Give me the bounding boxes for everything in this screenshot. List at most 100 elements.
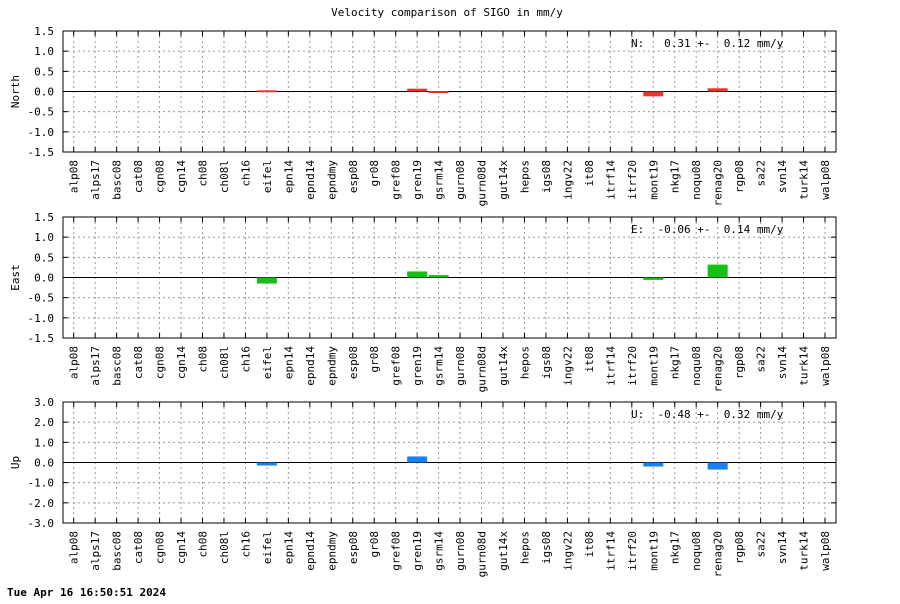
x-tick-label: noqu08 — [690, 160, 703, 200]
x-tick-label: walp08 — [819, 531, 832, 571]
y-tick-label: -1.0 — [28, 477, 55, 490]
x-tick-label: gsrm14 — [433, 160, 446, 200]
x-tick-label: basc08 — [111, 531, 124, 571]
bar-eifel — [256, 90, 277, 93]
x-tick-label: rgp08 — [733, 346, 746, 379]
x-tick-label: gref08 — [390, 160, 403, 200]
x-tick-label: gut14x — [497, 346, 510, 386]
x-tick-label: ch08l — [218, 160, 231, 193]
y-tick-label: 0.0 — [34, 272, 54, 285]
x-tick-label: cat08 — [132, 531, 145, 564]
y-tick-label: 0.0 — [34, 457, 54, 470]
panel-annotation: N: 0.31 +- 0.12 mm/y — [631, 37, 784, 50]
x-tick-label: gut14x — [497, 160, 510, 200]
chart-panel-up: 3.0 2.0 1.0 0.0 -1.0 -2.0 -3.0 alp08 alps17 basc0… — [9, 396, 837, 577]
bar-gsrm14 — [428, 91, 449, 94]
x-tick-label: esp08 — [347, 531, 360, 564]
y-tick-label: -1.5 — [28, 332, 55, 345]
y-tick-label: -3.0 — [28, 517, 55, 530]
x-tick-label: igs08 — [540, 160, 553, 193]
x-tick-label: gurn08 — [454, 531, 467, 571]
y-axis-label: North — [9, 75, 22, 108]
x-tick-label: noqu08 — [690, 531, 703, 571]
x-tick-label: epnd14 — [304, 346, 317, 386]
chart-title: Velocity comparison of SIGO in mm/y — [331, 6, 563, 19]
x-tick-label: itrf14 — [604, 160, 617, 200]
x-tick-label: walp08 — [819, 160, 832, 200]
x-tick-label: walp08 — [819, 346, 832, 386]
x-tick-label: igs08 — [540, 346, 553, 379]
bar-mont19 — [643, 277, 664, 280]
x-tick-label: epn14 — [282, 346, 295, 379]
x-tick-label: basc08 — [111, 346, 124, 386]
x-tick-label: cgn08 — [154, 531, 167, 564]
bar-gsrm14 — [428, 275, 449, 278]
y-tick-label: 1.0 — [34, 436, 54, 449]
y-tick-label: 2.0 — [34, 416, 54, 429]
x-tick-label: gr08 — [368, 346, 381, 373]
x-tick-label: eifel — [261, 346, 274, 379]
x-tick-label: alps17 — [89, 160, 102, 200]
x-tick-label: eifel — [261, 531, 274, 564]
y-tick-label: -1.5 — [28, 146, 55, 159]
x-tick-label: esp08 — [347, 160, 360, 193]
y-tick-label: 3.0 — [34, 396, 54, 409]
bar-renag20 — [707, 462, 728, 470]
x-tick-label: noqu08 — [690, 346, 703, 386]
x-tick-label: turk14 — [798, 160, 811, 200]
bar-gren19 — [407, 271, 428, 278]
x-tick-label: sa22 — [755, 160, 768, 187]
x-tick-label: cat08 — [132, 160, 145, 193]
x-tick-label: alp08 — [68, 346, 81, 379]
x-tick-label: hepos — [518, 531, 531, 564]
x-tick-label: cgn14 — [175, 160, 188, 193]
x-tick-label: gren19 — [411, 160, 424, 200]
x-tick-label: itrf14 — [604, 531, 617, 571]
x-tick-label: ch08l — [218, 531, 231, 564]
x-tick-label: rgp08 — [733, 160, 746, 193]
x-tick-label: cgn14 — [175, 531, 188, 564]
x-tick-label: ingv22 — [561, 346, 574, 386]
x-tick-label: it08 — [583, 160, 596, 187]
x-tick-label: cgn08 — [154, 160, 167, 193]
x-tick-label: ch16 — [239, 531, 252, 558]
x-tick-label: renag20 — [712, 160, 725, 206]
y-tick-label: 0.0 — [34, 86, 54, 99]
x-tick-label: epnd14 — [304, 531, 317, 571]
bar-eifel — [256, 462, 277, 466]
x-tick-label: gurn08d — [476, 160, 489, 206]
x-tick-label: svn14 — [776, 346, 789, 379]
x-tick-label: epn14 — [282, 160, 295, 193]
y-tick-label: -2.0 — [28, 497, 55, 510]
x-tick-label: itrf14 — [604, 346, 617, 386]
x-tick-label: alp08 — [68, 531, 81, 564]
x-tick-label: basc08 — [111, 160, 124, 200]
panel-annotation: E: -0.06 +- 0.14 mm/y — [631, 223, 784, 236]
x-tick-label: ch08 — [196, 346, 209, 373]
x-tick-label: nkg17 — [669, 160, 682, 193]
x-tick-label: mont19 — [647, 531, 660, 571]
x-tick-label: gurn08 — [454, 346, 467, 386]
y-tick-label: 0.5 — [34, 251, 54, 264]
x-tick-label: gut14x — [497, 531, 510, 571]
panel-annotation: U: -0.48 +- 0.32 mm/y — [631, 408, 784, 421]
y-axis-label: East — [9, 264, 22, 291]
x-tick-label: cgn08 — [154, 346, 167, 379]
x-tick-label: ch08l — [218, 346, 231, 379]
x-tick-label: nkg17 — [669, 531, 682, 564]
x-tick-label: epn14 — [282, 531, 295, 564]
x-tick-label: itrf20 — [626, 346, 639, 386]
x-tick-label: it08 — [583, 346, 596, 373]
x-tick-label: cat08 — [132, 346, 145, 379]
x-tick-label: alps17 — [89, 531, 102, 571]
y-tick-label: -1.0 — [28, 312, 55, 325]
x-tick-label: gref08 — [390, 346, 403, 386]
chart-panel-east: 1.5 1.0 0.5 0.0 -0.5 -1.0 -1.5 alp08 alps17 basc0… — [9, 211, 837, 392]
x-tick-label: ingv22 — [561, 160, 574, 200]
y-tick-label: -1.0 — [28, 126, 55, 139]
bar-gren19 — [407, 88, 428, 92]
x-tick-label: turk14 — [798, 346, 811, 386]
y-tick-label: 0.5 — [34, 65, 54, 78]
